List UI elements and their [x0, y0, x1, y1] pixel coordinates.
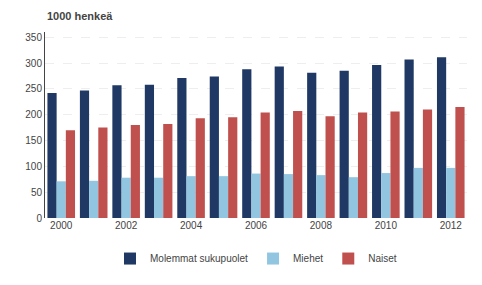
svg-text:200: 200	[25, 109, 42, 120]
svg-text:2004: 2004	[180, 220, 203, 231]
svg-text:Miehet: Miehet	[293, 253, 323, 264]
svg-text:350: 350	[25, 32, 42, 43]
svg-text:2008: 2008	[310, 220, 333, 231]
svg-text:150: 150	[25, 135, 42, 146]
svg-text:2002: 2002	[115, 220, 138, 231]
svg-text:100: 100	[25, 161, 42, 172]
svg-text:2006: 2006	[245, 220, 268, 231]
svg-text:Naiset: Naiset	[368, 253, 397, 264]
svg-text:0: 0	[36, 213, 42, 224]
svg-text:2010: 2010	[375, 220, 398, 231]
svg-text:2012: 2012	[440, 220, 463, 231]
svg-text:250: 250	[25, 83, 42, 94]
svg-text:50: 50	[31, 187, 43, 198]
svg-text:Molemmat sukupuolet: Molemmat sukupuolet	[150, 253, 248, 264]
svg-text:1000 henkeä: 1000 henkeä	[47, 10, 113, 22]
svg-text:300: 300	[25, 58, 42, 69]
svg-text:2000: 2000	[50, 220, 73, 231]
